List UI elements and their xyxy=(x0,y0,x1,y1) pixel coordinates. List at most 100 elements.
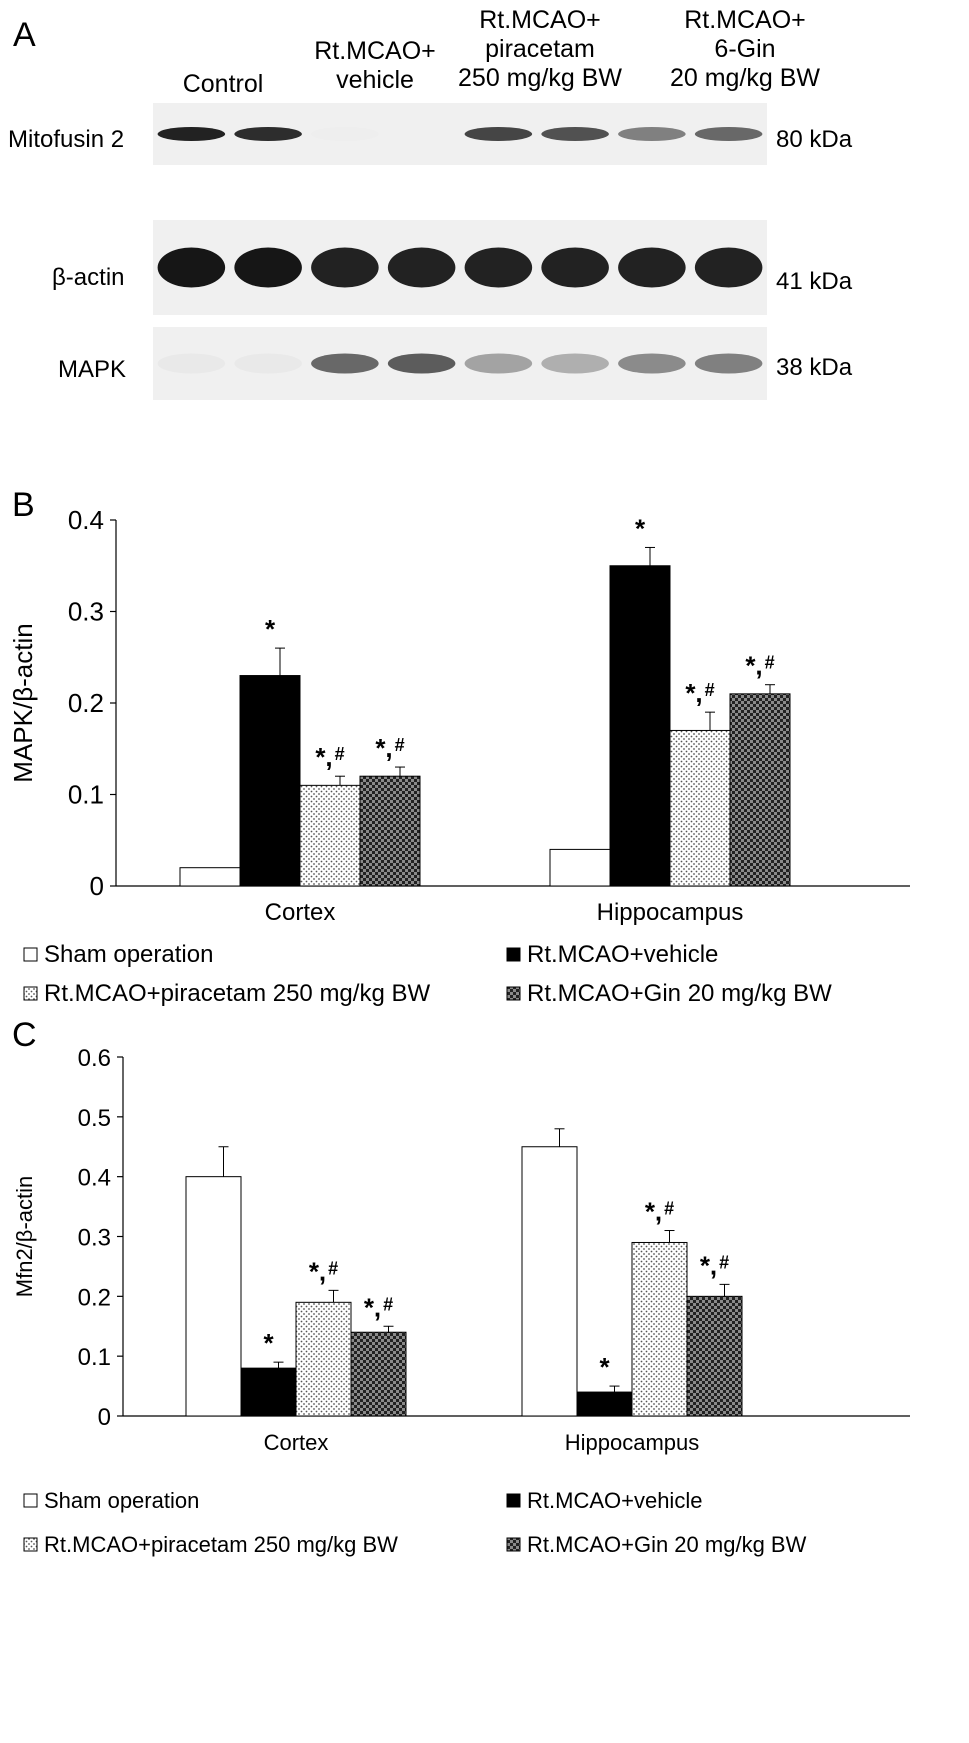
legend-swatch xyxy=(506,986,521,1001)
blot-row-label-mapk: MAPK xyxy=(58,356,127,383)
y-tick-label: 0 xyxy=(98,1404,111,1431)
blot-band xyxy=(618,247,686,288)
bar xyxy=(686,1295,743,1417)
blot-band xyxy=(618,127,686,141)
blot-size-80kda: 80 kDa xyxy=(776,126,853,153)
bar xyxy=(609,565,671,887)
chart-c-mfn2: 0 0.1 0.2 0.3 0.4 0.5 0.6 Mfn2/β-actin * *, # *, # Co… xyxy=(12,1045,910,1557)
blot-band xyxy=(694,127,763,141)
blot-band xyxy=(311,247,379,288)
legend-label: Sham operation xyxy=(44,941,213,968)
legend-swatch xyxy=(23,1537,38,1552)
blot-band xyxy=(387,247,456,288)
panel-c-letter: C xyxy=(12,1016,37,1054)
significance-mark: *, # xyxy=(700,1250,729,1280)
panel-b-letter: B xyxy=(12,486,35,524)
chart-b-mapk: 0 0.1 0.2 0.3 0.4 MAPK/β-actin * *, # *, # Cortex * *… xyxy=(8,505,910,1007)
blot-band xyxy=(387,353,456,374)
bar xyxy=(185,1176,242,1417)
significance-mark: *, # xyxy=(745,651,774,681)
significance-mark: *, # xyxy=(309,1256,338,1286)
legend-label: Rt.MCAO+piracetam 250 mg/kg BW xyxy=(44,980,430,1007)
legend-label: Rt.MCAO+vehicle xyxy=(527,941,718,968)
significance-mark: *, # xyxy=(375,733,404,763)
legend-label: Rt.MCAO+vehicle xyxy=(527,1488,702,1513)
legend-swatch xyxy=(506,947,521,962)
blot-row-label-beta-actin: β-actin xyxy=(52,264,125,291)
y-tick-label: 0.3 xyxy=(68,597,104,627)
significance-mark: * xyxy=(265,614,276,644)
blot-band xyxy=(311,353,379,374)
significance-mark: *, # xyxy=(315,742,344,772)
y-axis-title: MAPK/β-actin xyxy=(8,623,38,782)
bar xyxy=(359,775,421,887)
blot-band xyxy=(387,127,456,141)
legend-swatch xyxy=(23,1493,38,1508)
legend-swatch xyxy=(23,947,38,962)
category-label: Cortex xyxy=(264,1430,329,1455)
lane-group-label-gin: Rt.MCAO+ 6-Gin 20 mg/kg BW xyxy=(669,6,821,92)
lane-group-label-vehicle: Rt.MCAO+ vehicle xyxy=(314,37,436,94)
blot-band xyxy=(694,353,763,374)
lane-group-label-control: Control xyxy=(182,70,264,98)
blot-row-label-mitofusin2: Mitofusin 2 xyxy=(8,126,125,153)
blot-band xyxy=(464,127,533,141)
blot-band xyxy=(464,353,533,374)
bar xyxy=(549,848,611,887)
blot-band xyxy=(541,353,609,374)
blot-size-38kda: 38 kDa xyxy=(776,354,853,381)
y-tick-label: 0.2 xyxy=(68,688,104,718)
legend-label: Rt.MCAO+Gin 20 mg/kg BW xyxy=(527,980,832,1007)
significance-mark: * xyxy=(263,1328,274,1358)
bar xyxy=(240,1367,297,1417)
blot-band xyxy=(157,127,226,141)
category-label: Cortex xyxy=(265,899,336,926)
legend-label: Rt.MCAO+piracetam 250 mg/kg BW xyxy=(44,1532,398,1557)
bar xyxy=(521,1146,578,1417)
y-tick-label: 0.5 xyxy=(78,1105,111,1132)
blot-band xyxy=(694,247,763,288)
blot-band xyxy=(464,247,533,288)
y-tick-label: 0.6 xyxy=(78,1045,111,1072)
legend-swatch xyxy=(506,1537,521,1552)
bar xyxy=(299,784,361,887)
y-tick-label: 0 xyxy=(90,871,104,901)
bar xyxy=(631,1241,688,1417)
significance-mark: *, # xyxy=(364,1292,393,1322)
panel-a-letter: A xyxy=(13,16,36,54)
significance-mark: * xyxy=(635,513,646,543)
category-label: Hippocampus xyxy=(597,899,744,926)
western-blot-image xyxy=(153,103,767,400)
blot-band xyxy=(234,247,302,288)
y-tick-label: 0.1 xyxy=(68,780,104,810)
lane-group-label-piracetam: Rt.MCAO+ piracetam 250 mg/kg BW xyxy=(458,6,622,92)
blot-band xyxy=(234,353,302,374)
bar xyxy=(179,867,241,887)
legend-swatch xyxy=(506,1493,521,1508)
bar xyxy=(729,693,791,887)
significance-mark: *, # xyxy=(685,678,714,708)
blot-band xyxy=(234,127,302,141)
category-label: Hippocampus xyxy=(565,1430,700,1455)
blot-band xyxy=(311,127,379,141)
blot-band xyxy=(541,127,609,141)
y-tick-label: 0.4 xyxy=(68,505,104,535)
blot-band xyxy=(618,353,686,374)
bar xyxy=(350,1331,407,1417)
legend-swatch xyxy=(23,986,38,1001)
bar xyxy=(239,675,301,887)
legend-label: Rt.MCAO+Gin 20 mg/kg BW xyxy=(527,1532,807,1557)
blot-size-41kda: 41 kDa xyxy=(776,268,853,295)
bar xyxy=(295,1301,352,1417)
significance-mark: *, # xyxy=(645,1197,674,1227)
y-tick-label: 0.3 xyxy=(78,1225,111,1252)
bar xyxy=(669,729,731,887)
significance-mark: * xyxy=(599,1352,610,1382)
y-tick-label: 0.2 xyxy=(78,1284,111,1311)
bar xyxy=(576,1391,633,1417)
blot-band xyxy=(157,353,226,374)
blot-band xyxy=(541,247,609,288)
blot-band xyxy=(157,247,226,288)
y-tick-label: 0.1 xyxy=(78,1344,111,1371)
y-tick-label: 0.4 xyxy=(78,1165,111,1192)
